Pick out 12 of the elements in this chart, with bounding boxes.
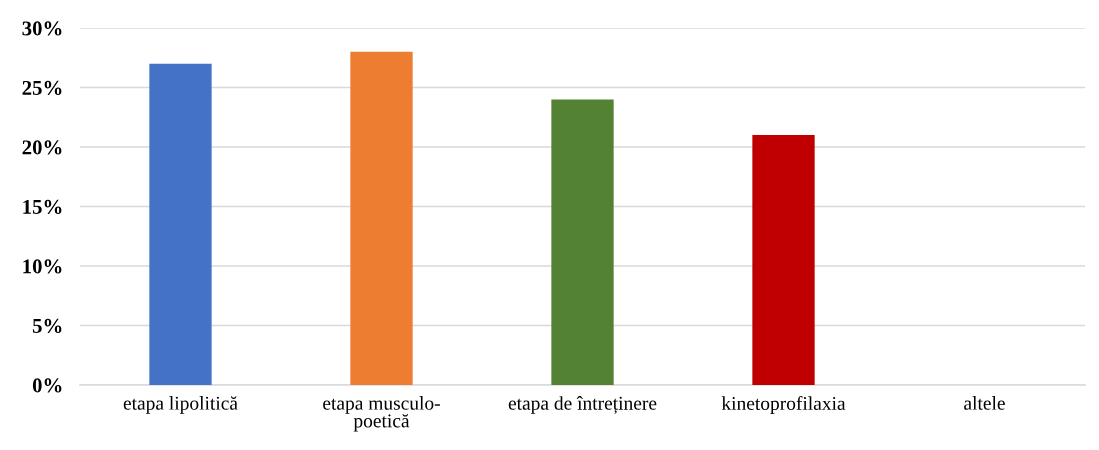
y-tick-label: 0% bbox=[32, 378, 62, 393]
x-tick-label: kinetoprofilaxia bbox=[721, 396, 846, 414]
y-tick-label: 10% bbox=[23, 259, 62, 274]
x-tick-label: altele bbox=[964, 396, 1005, 410]
x-tick-label: etapa de întreținere bbox=[508, 396, 657, 414]
y-tick-label: 20% bbox=[22, 140, 62, 155]
y-tick-label: 25% bbox=[22, 80, 62, 95]
y-tick-label: 30% bbox=[22, 21, 62, 36]
x-tick-label: etapa musculo- poetică bbox=[323, 396, 440, 432]
x-tick-label: etapa lipolitică bbox=[123, 396, 238, 414]
y-tick-label: 5% bbox=[32, 318, 62, 333]
y-tick-label: 15% bbox=[23, 199, 62, 214]
